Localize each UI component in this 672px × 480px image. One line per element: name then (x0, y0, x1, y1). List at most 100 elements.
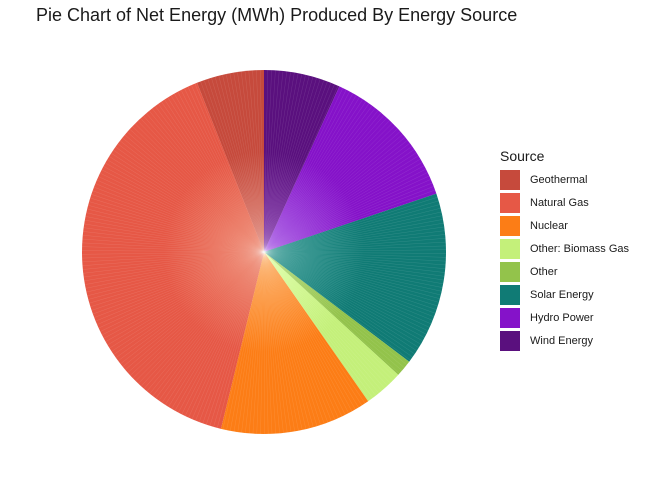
pie-slice-hydro-power (264, 86, 437, 252)
slice-streak (164, 251, 265, 405)
slice-streak (263, 211, 442, 253)
slice-streak (87, 208, 265, 253)
slice-streak (263, 251, 446, 258)
legend-item-other: Other (500, 260, 629, 283)
slice-streak (177, 91, 265, 253)
slice-streak (164, 99, 265, 253)
slice-streak (263, 251, 444, 281)
legend-swatch (500, 192, 520, 213)
slice-streak (82, 250, 265, 253)
slice-streak (263, 251, 318, 427)
slice-streak (263, 251, 380, 394)
pie-slice-solar-energy (264, 193, 447, 362)
slice-streak (263, 251, 273, 434)
slice-streak (83, 251, 265, 278)
slice-streak (99, 172, 265, 253)
slice-streak (237, 251, 265, 433)
slice-streak (83, 227, 265, 253)
slice-streak (263, 251, 441, 296)
slice-streak (213, 251, 265, 427)
slice-streak (91, 251, 265, 311)
slice-streak (263, 142, 411, 253)
slice-streak (84, 251, 265, 285)
slice-streak (263, 81, 328, 253)
slice-streak (92, 190, 265, 253)
slice-streak (98, 251, 265, 329)
slice-streak (95, 183, 265, 253)
slice-streak (117, 251, 265, 362)
slice-streak (181, 251, 265, 415)
pie-slices (81, 70, 447, 435)
slice-streak (211, 77, 265, 253)
slice-streak (146, 251, 265, 392)
slice-streak (263, 78, 321, 253)
slice-streak (263, 200, 439, 253)
slice-streak (263, 95, 357, 253)
slice-streak (89, 201, 265, 253)
slice-streak (263, 230, 445, 253)
slice-streak (82, 235, 265, 253)
slice-streak (263, 251, 436, 314)
slice-streak (252, 70, 265, 253)
slice-streak (86, 251, 265, 293)
slice-streak (111, 152, 265, 253)
slice-streak (259, 70, 265, 253)
slice-streak (111, 251, 265, 352)
slice-streak (174, 93, 265, 253)
slice-streak (263, 249, 446, 253)
slice-streak (263, 107, 376, 253)
slice-streak (263, 182, 433, 253)
chart-title: Pie Chart of Net Energy (MWh) Produced B… (36, 5, 518, 25)
slice-streak (263, 251, 432, 325)
slice-streak (248, 251, 265, 434)
slice-streak (263, 251, 366, 404)
slice-streak (263, 251, 420, 348)
slice-streak (101, 169, 265, 253)
slice-streak (154, 105, 265, 253)
slice-streak (263, 251, 332, 422)
slice-streak (82, 242, 265, 253)
legend-item-nuclear: Nuclear (500, 214, 629, 237)
slice-streak (263, 251, 394, 381)
slice-streak (214, 76, 265, 253)
slice-streak (225, 73, 265, 253)
legend-label: Solar Energy (530, 288, 594, 301)
slice-streak (85, 251, 265, 289)
slice-streak (263, 131, 401, 253)
slice-streak (263, 251, 321, 426)
slice-streak (263, 70, 272, 253)
legend-title: Source (500, 148, 545, 164)
slice-streak (132, 251, 265, 379)
slice-streak (263, 251, 382, 391)
slice-streak (103, 166, 265, 253)
slice-streak (263, 251, 349, 414)
slice-streak (263, 70, 280, 253)
slice-streak (90, 251, 265, 308)
slice-streak (188, 251, 265, 418)
slice-streak (195, 251, 265, 421)
slice-streak (263, 251, 343, 417)
slice-streak (137, 120, 265, 253)
slice-streak (263, 110, 379, 253)
legend-swatch (500, 307, 520, 328)
slice-streak (88, 251, 265, 300)
slice-streak (117, 143, 265, 253)
slice-streak (98, 176, 265, 253)
slice-streak (263, 238, 446, 253)
slice-streak (115, 146, 265, 253)
slice-streak (119, 140, 265, 253)
slice-streak (180, 89, 265, 253)
slice-streak (122, 137, 265, 253)
legend-swatch (500, 215, 520, 236)
slice-streak (168, 251, 265, 408)
slice-streak (252, 251, 265, 434)
slice-streak (263, 128, 398, 253)
slice-streak (101, 251, 265, 336)
legend-item-wind-energy: Wind Energy (500, 329, 629, 352)
slice-streak (263, 251, 435, 318)
slice-streak (203, 80, 265, 253)
slice-streak (263, 87, 344, 253)
slice-streak (184, 251, 265, 417)
slice-streak (256, 70, 265, 253)
